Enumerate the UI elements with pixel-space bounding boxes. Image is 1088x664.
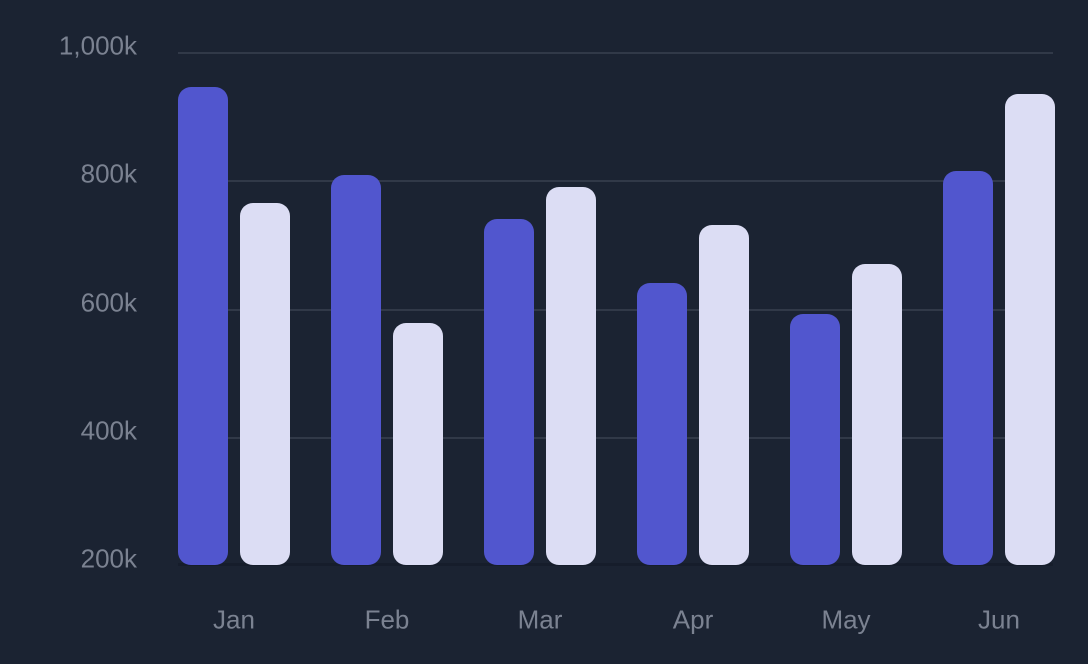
x-tick-label-jun: Jun — [978, 604, 1020, 635]
x-tick-label-apr: Apr — [672, 604, 714, 635]
bar-apr-series-1[interactable] — [637, 282, 687, 565]
bar-feb-series-1[interactable] — [331, 175, 381, 565]
x-tick-label-jan: Jan — [213, 604, 255, 635]
x-tick-label-mar: Mar — [517, 604, 563, 635]
y-tick-label: 400k — [80, 415, 137, 446]
x-tick-label-may: May — [821, 604, 871, 635]
gridline-1,000k — [178, 52, 1053, 54]
y-tick-label: 800k — [80, 158, 137, 189]
bar-mar-series-1[interactable] — [484, 218, 534, 565]
gridline-600k — [178, 308, 1053, 311]
bar-may-series-2[interactable] — [852, 263, 902, 565]
bar-jan-series-2[interactable] — [240, 202, 290, 565]
x-axis-line — [178, 563, 1053, 566]
y-tick-label: 1,000k — [58, 30, 137, 61]
bar-jun-series-2[interactable] — [1005, 93, 1055, 565]
bar-may-series-1[interactable] — [790, 313, 840, 565]
bar-jan-series-1[interactable] — [178, 87, 228, 565]
bar-feb-series-2[interactable] — [393, 322, 443, 565]
bar-mar-series-2[interactable] — [546, 186, 596, 565]
gridline-400k — [178, 436, 1053, 439]
bar-jun-series-1[interactable] — [943, 170, 993, 565]
y-tick-label: 200k — [80, 543, 137, 574]
bar-apr-series-2[interactable] — [699, 225, 749, 565]
x-tick-label-feb: Feb — [364, 604, 410, 635]
gridline-800k — [178, 180, 1053, 183]
y-tick-label: 600k — [80, 287, 137, 317]
